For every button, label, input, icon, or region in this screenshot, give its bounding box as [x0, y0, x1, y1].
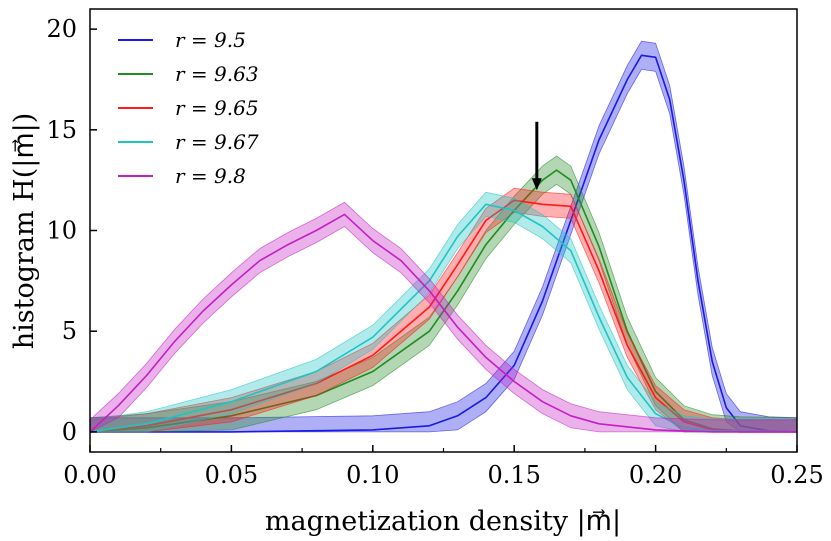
- x-tick-label: 0.15: [487, 461, 540, 489]
- y-axis-label: histogram H(|m⃗|): [9, 113, 40, 350]
- y-tick-label: 15: [46, 116, 77, 144]
- x-axis-label: magnetization density |m⃗|: [265, 506, 621, 537]
- legend-label-3: r = 9.67: [175, 130, 259, 154]
- annotation-arrow-head: [531, 178, 542, 191]
- legend: r = 9.5 r = 9.63 r = 9.65 r = 9.67 r = 9.8: [118, 28, 259, 188]
- y-tick-label: 20: [46, 15, 77, 43]
- legend-label-0: r = 9.5: [175, 28, 246, 52]
- y-tick-label: 0: [62, 418, 77, 446]
- series-line-4: [89, 213, 797, 433]
- legend-label-2: r = 9.65: [175, 96, 259, 120]
- x-tick-label: 0.25: [770, 461, 823, 489]
- legend-label-1: r = 9.63: [175, 62, 259, 86]
- x-tick-label: 0.10: [346, 461, 399, 489]
- x-tick-label: 0.05: [205, 461, 258, 489]
- series-line-2: [89, 199, 797, 433]
- y-tick-label: 10: [46, 217, 77, 245]
- series-line-0: [90, 54, 798, 433]
- ticks-layer: 0.00 0.05 0.10 0.15 0.20 0.25 0 5 10 15 20: [46, 15, 823, 489]
- x-tick-label: 0.20: [629, 461, 682, 489]
- legend-label-4: r = 9.8: [175, 164, 246, 188]
- y-tick-label: 5: [62, 317, 77, 345]
- x-tick-label: 0.00: [63, 461, 116, 489]
